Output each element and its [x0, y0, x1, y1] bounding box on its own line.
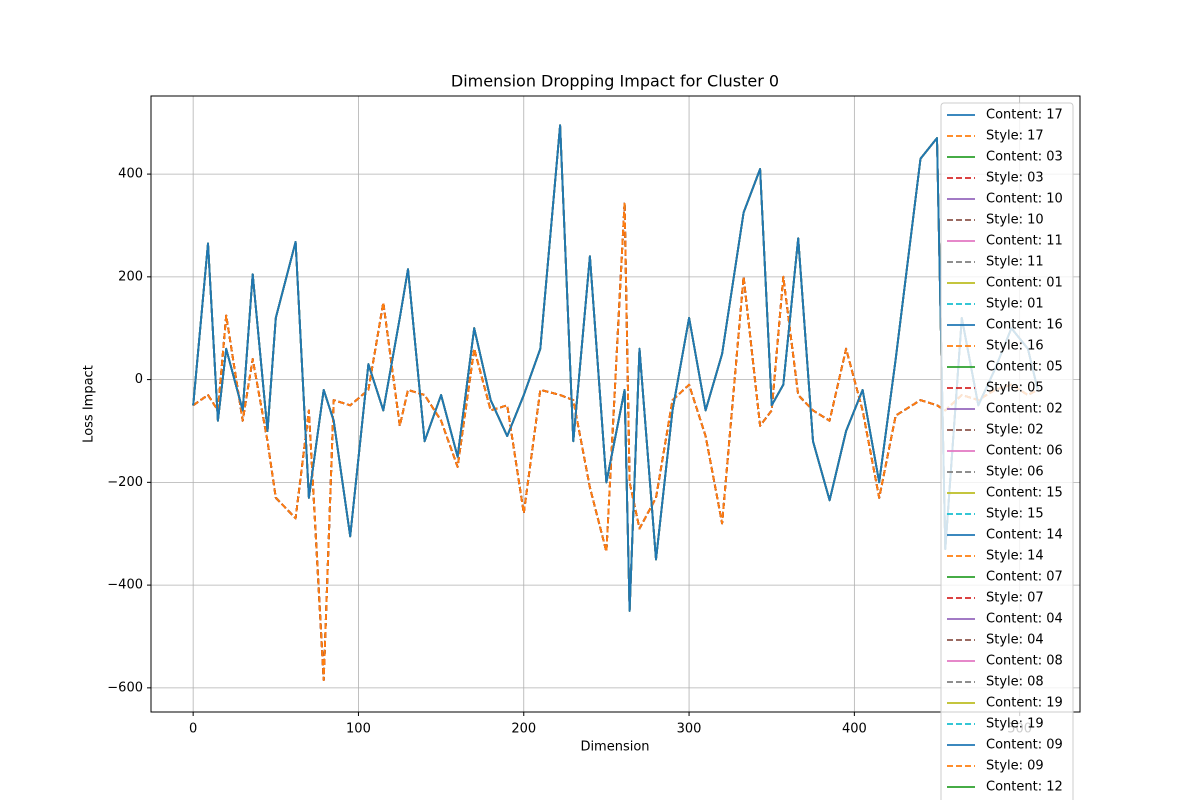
legend-label: Style: 02 [986, 423, 1044, 438]
legend-label: Content: 19 [986, 696, 1063, 711]
legend-label: Content: 10 [986, 192, 1063, 207]
y-tick-label: 400 [118, 167, 143, 182]
legend-label: Content: 03 [986, 150, 1063, 165]
legend-label: Style: 09 [986, 759, 1044, 774]
legend-label: Style: 04 [986, 633, 1044, 648]
legend-label: Content: 01 [986, 276, 1063, 291]
legend-label: Style: 15 [986, 507, 1044, 522]
legend-label: Style: 07 [986, 591, 1044, 606]
legend-label: Content: 06 [986, 444, 1063, 459]
legend-label: Style: 03 [986, 171, 1044, 186]
legend-label: Content: 09 [986, 738, 1063, 753]
legend-label: Style: 19 [986, 717, 1044, 732]
legend-label: Content: 07 [986, 570, 1063, 585]
series-line [192, 201, 1039, 681]
y-tick-label: −600 [107, 680, 143, 695]
x-tick-label: 300 [677, 722, 702, 737]
legend-label: Content: 12 [986, 780, 1063, 795]
x-axis-label: Dimension [580, 740, 649, 755]
legend-box [940, 102, 1074, 800]
legend-label: Content: 16 [986, 318, 1063, 333]
chart-title: Dimension Dropping Impact for Cluster 0 [451, 72, 779, 91]
legend-label: Content: 02 [986, 402, 1063, 417]
y-tick-label: 200 [118, 269, 143, 284]
legend-label: Content: 14 [986, 528, 1063, 543]
axes-frame [150, 95, 1081, 713]
legend: Content: 17 Style: 17 Content: 03 Style: 03… [940, 102, 1074, 800]
x-tick-label: 0 [189, 722, 197, 737]
series-line [192, 124, 1039, 612]
legend-label: Style: 05 [986, 381, 1044, 396]
y-axis-label: Loss Impact [82, 365, 97, 443]
legend-label: Style: 17 [986, 129, 1044, 144]
legend-label: Style: 16 [986, 339, 1044, 354]
plot-area [192, 124, 1039, 681]
legend-label: Style: 01 [986, 297, 1044, 312]
legend-label: Style: 10 [986, 213, 1044, 228]
x-tick-label: 400 [842, 722, 867, 737]
x-tick-label: 100 [346, 722, 371, 737]
y-tick-label: −400 [107, 578, 143, 593]
legend-label: Content: 08 [986, 654, 1063, 669]
legend-label: Style: 11 [986, 255, 1044, 270]
legend-label: Content: 11 [986, 234, 1063, 249]
legend-label: Content: 17 [986, 108, 1063, 123]
x-tick-label: 200 [511, 722, 536, 737]
legend-label: Style: 06 [986, 465, 1044, 480]
y-tick-label: −200 [107, 475, 143, 490]
y-tick-label: 0 [135, 372, 143, 387]
legend-label: Content: 15 [986, 486, 1063, 501]
legend-label: Style: 14 [986, 549, 1044, 564]
legend-label: Style: 08 [986, 675, 1044, 690]
legend-label: Content: 04 [986, 612, 1063, 627]
legend-label: Content: 05 [986, 360, 1063, 375]
